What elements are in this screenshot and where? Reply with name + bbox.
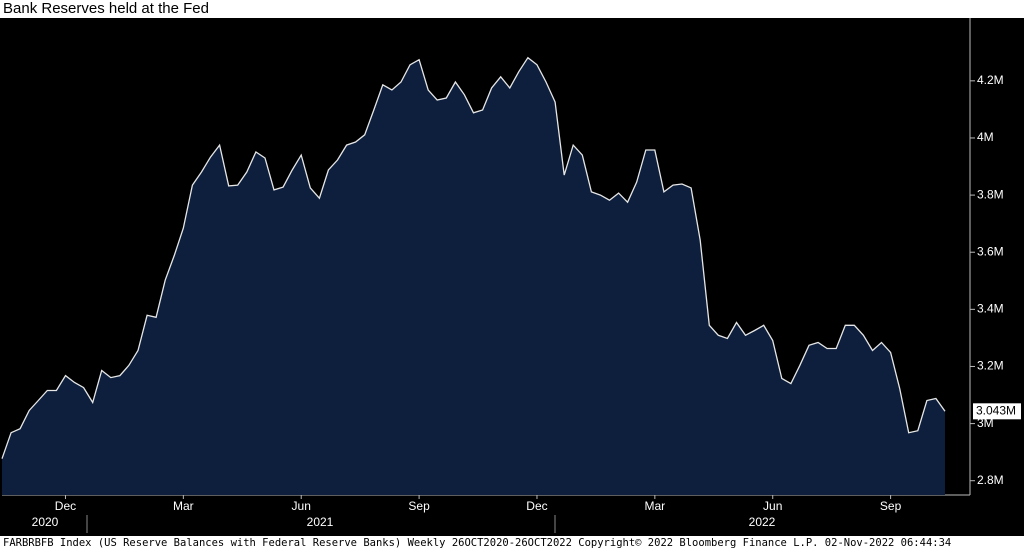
y-tick-label: 2.8M xyxy=(977,473,1004,487)
area xyxy=(2,57,945,495)
y-tick-label: 3.4M xyxy=(977,302,1004,316)
year-label: 2021 xyxy=(307,515,334,529)
x-tick-label: Jun xyxy=(292,499,311,513)
y-tick-label: 3.2M xyxy=(977,359,1004,373)
x-tick-label: Dec xyxy=(526,499,547,513)
chart-title: Bank Reserves held at the Fed xyxy=(3,0,209,17)
y-tick-label: 4M xyxy=(977,130,994,144)
y-tick-label: 3.6M xyxy=(977,244,1004,258)
x-tick-label: Mar xyxy=(173,499,194,513)
x-tick-label: Sep xyxy=(880,499,902,513)
x-tick-label: Sep xyxy=(408,499,430,513)
footer: FARBRBFB Index (US Reserve Balances with… xyxy=(3,537,951,549)
line xyxy=(1,56,946,459)
x-tick-label: Jun xyxy=(763,499,782,513)
year-label: 2020 xyxy=(32,515,59,529)
last-value-label: 3.043M xyxy=(976,403,1016,417)
last-value-box xyxy=(973,403,1021,420)
y-tick-label: 3.8M xyxy=(977,187,1004,201)
year-label: 2022 xyxy=(749,515,776,529)
x-tick-label: Dec xyxy=(55,499,76,513)
y-tick-label: 4.2M xyxy=(977,73,1004,87)
x-tick-label: Mar xyxy=(645,499,666,513)
